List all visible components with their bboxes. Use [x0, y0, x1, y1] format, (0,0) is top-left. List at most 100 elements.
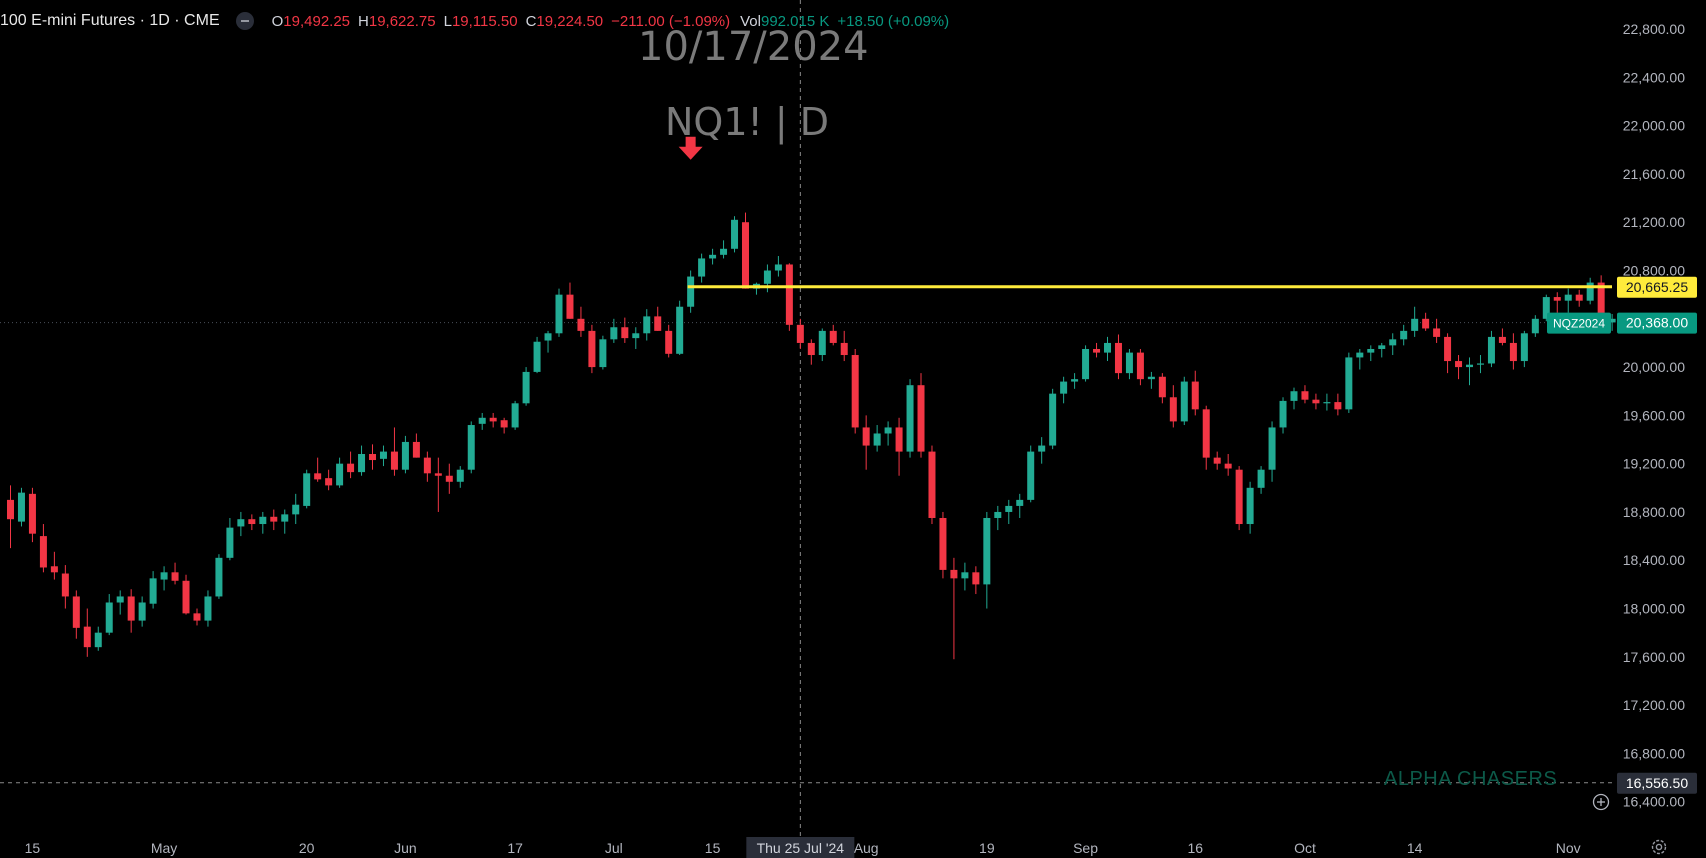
candle — [445, 463, 453, 494]
contract-tag-label: NQZ2024 — [1553, 317, 1605, 331]
candle-body — [83, 626, 91, 648]
candle-body — [840, 342, 848, 356]
collapse-icon[interactable] — [235, 12, 254, 30]
candle — [807, 339, 815, 365]
x-tick-label: Jul — [605, 840, 623, 856]
candle — [555, 288, 563, 337]
candle — [1082, 345, 1090, 382]
candle-body — [17, 492, 25, 522]
close-value: 19,224.50 — [536, 12, 604, 30]
candle-body — [1082, 348, 1090, 380]
x-tick-label: Nov — [1556, 840, 1581, 856]
candle-body — [105, 602, 113, 633]
resistance-price-label: 20,665.25 — [1626, 279, 1688, 295]
candle-body — [1466, 364, 1474, 368]
candle-body — [676, 306, 684, 354]
candle-body — [533, 341, 541, 372]
y-tick-label: 19,600.00 — [1623, 407, 1685, 423]
candle-body — [467, 425, 475, 470]
candle-body — [325, 478, 333, 486]
candle-body — [237, 519, 245, 527]
crosshair-date-label: Thu 25 Jul '24 — [757, 840, 845, 856]
candle — [862, 415, 870, 470]
symbol-title[interactable]: 100 E-mini Futures · 1D · CME — [0, 12, 220, 29]
candle — [1104, 336, 1111, 362]
x-tick-label: Aug — [854, 840, 879, 856]
add-alert-plus-icon[interactable] — [1592, 793, 1610, 811]
candle — [1498, 328, 1506, 346]
candle — [731, 216, 739, 253]
candle — [116, 590, 124, 615]
candle — [17, 487, 25, 527]
change-value: −211.00 (−1.09%) — [611, 12, 731, 30]
candle — [566, 282, 574, 319]
y-tick-label: 22,400.00 — [1623, 69, 1685, 85]
x-tick-label: 14 — [1407, 840, 1423, 856]
candle — [237, 511, 245, 537]
candle — [1422, 312, 1430, 331]
candle — [1180, 376, 1188, 426]
candle-body — [1016, 499, 1024, 506]
candle-body — [28, 493, 36, 534]
candle — [193, 608, 201, 626]
candle — [983, 511, 991, 609]
y-tick-label: 16,800.00 — [1623, 745, 1685, 761]
candle — [665, 324, 673, 358]
candle-body — [1553, 297, 1561, 301]
candle-body — [369, 454, 377, 461]
candle — [1279, 397, 1287, 434]
candle — [1016, 493, 1024, 518]
candle — [1575, 289, 1583, 307]
candle-body — [1433, 328, 1441, 337]
candle-body — [94, 632, 102, 648]
candle — [1564, 288, 1572, 313]
candle-body — [862, 427, 870, 446]
candle-body — [1158, 376, 1166, 398]
candle — [1301, 385, 1309, 404]
candle — [1290, 387, 1298, 410]
watermark-symbol: NQ1! | D — [665, 100, 829, 144]
current-price-box — [1617, 312, 1697, 334]
candle — [1213, 451, 1221, 470]
candle — [774, 256, 782, 277]
candle — [928, 445, 936, 525]
candle-body — [1312, 399, 1320, 404]
x-tick-label: 19 — [979, 840, 995, 856]
candle-body — [1136, 352, 1144, 380]
candle-body — [1389, 339, 1397, 346]
candle — [1509, 333, 1517, 370]
volume-label: Vol — [740, 12, 761, 30]
candle — [1444, 333, 1452, 374]
candle — [1136, 348, 1144, 386]
candle-body — [1104, 342, 1111, 353]
candle-body — [643, 316, 651, 334]
candle — [1093, 342, 1101, 358]
y-tick-label: 17,200.00 — [1623, 697, 1685, 713]
candle-body — [1564, 294, 1572, 301]
candle — [895, 417, 903, 476]
candle-body — [1487, 336, 1495, 364]
x-tick-label: 15 — [25, 840, 41, 856]
candle — [720, 240, 728, 259]
candle-body — [1422, 318, 1430, 329]
candle — [796, 318, 804, 349]
candle — [7, 485, 14, 549]
candle — [292, 493, 300, 525]
candle-body — [7, 499, 14, 520]
candle-body — [358, 454, 366, 473]
candle — [1378, 342, 1386, 358]
candle-body — [1455, 361, 1463, 368]
candle-body — [1268, 427, 1276, 470]
candle-body — [1608, 318, 1616, 323]
candle-body — [1597, 282, 1605, 323]
settings-gear-icon[interactable] — [1650, 838, 1668, 856]
contract-tag-box — [1547, 312, 1611, 334]
legend-header: 100 E-mini Futures · 1D · CME O 19,492.25… — [0, 9, 949, 33]
candle-body — [138, 602, 146, 621]
y-tick-label: 19,200.00 — [1623, 456, 1685, 472]
candle — [1345, 352, 1353, 413]
candle — [1246, 481, 1254, 534]
candle — [72, 590, 80, 639]
candle — [248, 514, 256, 531]
